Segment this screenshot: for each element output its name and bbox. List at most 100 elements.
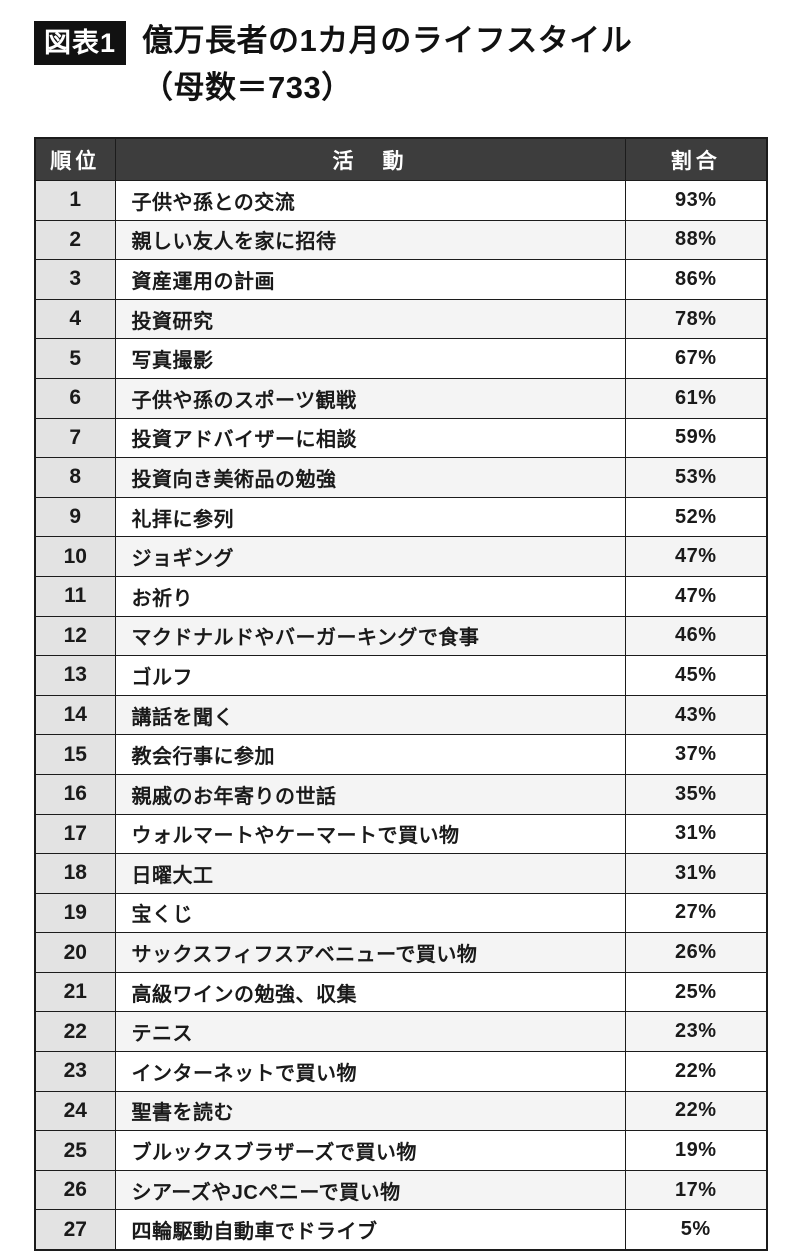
rank-cell: 16 <box>34 773 116 815</box>
table-row: 26 シアーズやJCペニーで買い物 17% <box>34 1169 768 1211</box>
ratio-cell: 52% <box>624 496 768 538</box>
table-row: 23 インターネットで買い物 22% <box>34 1051 768 1092</box>
ratio-cell: 37% <box>624 734 768 775</box>
activity-cell: 宝くじ <box>114 892 626 934</box>
activity-cell: お祈り <box>114 575 626 617</box>
figure-badge: 図表1 <box>34 21 127 65</box>
ratio-cell: 61% <box>624 377 768 419</box>
rank-cell: 26 <box>34 1169 116 1211</box>
ratio-cell: 22% <box>624 1051 768 1092</box>
col-header-activity: 活 動 <box>114 137 626 181</box>
activity-cell: 親戚のお年寄りの世話 <box>114 773 626 815</box>
ratio-cell: 25% <box>624 971 768 1013</box>
ratio-cell: 17% <box>624 1169 768 1211</box>
figure-header: 図表1 億万長者の1カ月のライフスタイル （母数＝733） <box>34 18 766 111</box>
ratio-cell: 26% <box>624 932 768 973</box>
activity-cell: シアーズやJCペニーで買い物 <box>114 1169 626 1211</box>
table-row: 25 ブルックスブラザーズで買い物 19% <box>34 1130 768 1171</box>
table-row: 20 サックスフィフスアベニューで買い物 26% <box>34 932 768 973</box>
rank-cell: 19 <box>34 892 116 934</box>
ratio-cell: 31% <box>624 813 768 855</box>
activity-cell: 高級ワインの勉強、収集 <box>114 971 626 1013</box>
rank-cell: 25 <box>34 1130 116 1171</box>
rank-cell: 5 <box>34 338 116 379</box>
activity-cell: 聖書を読む <box>114 1090 626 1132</box>
table-row: 15 教会行事に参加 37% <box>34 734 768 775</box>
rank-cell: 13 <box>34 655 116 696</box>
table-row: 7 投資アドバイザーに相談 59% <box>34 417 768 459</box>
rank-cell: 4 <box>34 298 116 340</box>
activity-cell: ウォルマートやケーマートで買い物 <box>114 813 626 855</box>
table-row: 17 ウォルマートやケーマートで買い物 31% <box>34 813 768 855</box>
activity-cell: 投資研究 <box>114 298 626 340</box>
activity-cell: 子供や孫との交流 <box>114 180 626 221</box>
activity-cell: 礼拝に参列 <box>114 496 626 538</box>
ratio-cell: 46% <box>624 615 768 657</box>
activity-cell: ゴルフ <box>114 655 626 696</box>
activity-cell: 四輪駆動自動車でドライブ <box>114 1209 626 1251</box>
ratio-cell: 27% <box>624 892 768 934</box>
table-container: 順位 活 動 割合 1 子供や孫との交流 93% 2 親しい友人を家に招待 88% 3 資産運… <box>34 137 768 1252</box>
activity-cell: 教会行事に参加 <box>114 734 626 775</box>
table-header-row: 順位 活 動 割合 <box>34 137 768 181</box>
ratio-cell: 86% <box>624 259 768 300</box>
activity-cell: 投資向き美術品の勉強 <box>114 457 626 498</box>
activity-cell: 写真撮影 <box>114 338 626 379</box>
table-header: 順位 活 動 割合 <box>34 137 768 181</box>
table-row: 10 ジョギング 47% <box>34 536 768 577</box>
rank-cell: 9 <box>34 496 116 538</box>
rank-cell: 3 <box>34 259 116 300</box>
ratio-cell: 59% <box>624 417 768 459</box>
ratio-cell: 78% <box>624 298 768 340</box>
activity-cell: 子供や孫のスポーツ観戦 <box>114 377 626 419</box>
table-row: 6 子供や孫のスポーツ観戦 61% <box>34 377 768 419</box>
ratio-cell: 45% <box>624 655 768 696</box>
activity-cell: インターネットで買い物 <box>114 1051 626 1092</box>
activity-cell: ブルックスブラザーズで買い物 <box>114 1130 626 1171</box>
activity-cell: 投資アドバイザーに相談 <box>114 417 626 459</box>
table-row: 24 聖書を読む 22% <box>34 1090 768 1132</box>
table-row: 14 講話を聞く 43% <box>34 694 768 736</box>
activity-cell: テニス <box>114 1011 626 1053</box>
rank-cell: 23 <box>34 1051 116 1092</box>
ratio-cell: 43% <box>624 694 768 736</box>
figure-title-line2: （母数＝733） <box>142 69 353 105</box>
activity-cell: 講話を聞く <box>114 694 626 736</box>
rank-cell: 17 <box>34 813 116 855</box>
table-body: 1 子供や孫との交流 93% 2 親しい友人を家に招待 88% 3 資産運用の計画 86% 4 投資… <box>34 180 768 1251</box>
rank-cell: 8 <box>34 457 116 498</box>
ratio-cell: 23% <box>624 1011 768 1053</box>
ratio-cell: 88% <box>624 219 768 261</box>
ratio-cell: 22% <box>624 1090 768 1132</box>
table-row: 1 子供や孫との交流 93% <box>34 180 768 221</box>
rank-cell: 7 <box>34 417 116 459</box>
col-header-ratio: 割合 <box>624 137 768 181</box>
table-row: 19 宝くじ 27% <box>34 892 768 934</box>
table-row: 5 写真撮影 67% <box>34 338 768 379</box>
rank-cell: 24 <box>34 1090 116 1132</box>
ratio-cell: 31% <box>624 853 768 894</box>
rank-cell: 11 <box>34 575 116 617</box>
table-row: 12 マクドナルドやバーガーキングで食事 46% <box>34 615 768 657</box>
table-row: 3 資産運用の計画 86% <box>34 259 768 300</box>
figure-title: 億万長者の1カ月のライフスタイル （母数＝733） <box>142 18 632 111</box>
figure-title-line1: 億万長者の1カ月のライフスタイル <box>142 23 633 58</box>
ratio-cell: 93% <box>624 180 768 221</box>
table-row: 18 日曜大工 31% <box>34 853 768 894</box>
table-row: 11 お祈り 47% <box>34 575 768 617</box>
rank-cell: 27 <box>34 1209 116 1251</box>
ratio-cell: 19% <box>624 1130 768 1171</box>
rank-cell: 21 <box>34 971 116 1013</box>
col-header-rank: 順位 <box>34 137 116 181</box>
rank-cell: 22 <box>34 1011 116 1053</box>
activity-cell: 親しい友人を家に招待 <box>114 219 626 261</box>
activity-cell: サックスフィフスアベニューで買い物 <box>114 932 626 973</box>
lifestyle-table: 順位 活 動 割合 1 子供や孫との交流 93% 2 親しい友人を家に招待 88% 3 資産運… <box>34 137 768 1252</box>
rank-cell: 15 <box>34 734 116 775</box>
table-row: 27 四輪駆動自動車でドライブ 5% <box>34 1209 768 1251</box>
rank-cell: 18 <box>34 853 116 894</box>
table-row: 16 親戚のお年寄りの世話 35% <box>34 773 768 815</box>
table-row: 21 高級ワインの勉強、収集 25% <box>34 971 768 1013</box>
rank-cell: 20 <box>34 932 116 973</box>
